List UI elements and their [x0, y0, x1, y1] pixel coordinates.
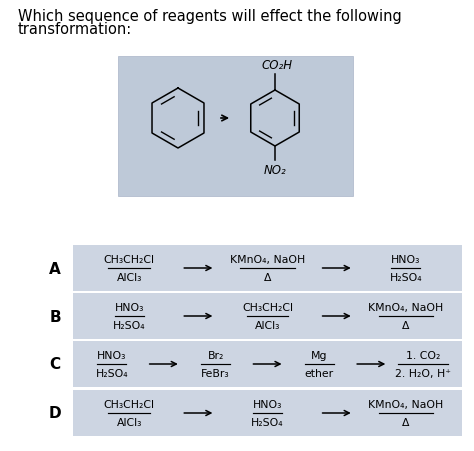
Text: Δ: Δ	[264, 272, 271, 282]
Bar	[73, 390, 462, 436]
Text: 1. CO₂: 1. CO₂	[406, 350, 440, 360]
Text: Br₂: Br₂	[208, 350, 224, 360]
Bar	[73, 293, 462, 339]
Text: CH₃CH₂Cl: CH₃CH₂Cl	[104, 254, 155, 264]
Text: transformation:: transformation:	[18, 22, 132, 37]
Text: AlCl₃: AlCl₃	[117, 272, 142, 282]
Text: ether: ether	[305, 368, 334, 378]
Bar	[73, 245, 462, 291]
Text: HNO₃: HNO₃	[391, 254, 420, 264]
Text: Δ: Δ	[402, 320, 410, 330]
Text: KMnO₄, NaOH: KMnO₄, NaOH	[230, 254, 305, 264]
Text: CH₃CH₂Cl: CH₃CH₂Cl	[242, 302, 293, 312]
Text: H₂SO₄: H₂SO₄	[390, 272, 422, 282]
Text: Which sequence of reagents will effect the following: Which sequence of reagents will effect t…	[18, 9, 402, 24]
Text: H₂SO₄: H₂SO₄	[113, 320, 146, 330]
Text: B: B	[49, 309, 61, 324]
Text: H₂SO₄: H₂SO₄	[96, 368, 128, 378]
Text: HNO₃: HNO₃	[97, 350, 127, 360]
Text: Δ: Δ	[402, 417, 410, 427]
Text: AlCl₃: AlCl₃	[117, 417, 142, 427]
Text: HNO₃: HNO₃	[253, 399, 282, 409]
Bar	[73, 341, 462, 387]
Text: CO₂H: CO₂H	[262, 59, 292, 72]
Text: 2. H₂O, H⁺: 2. H₂O, H⁺	[395, 368, 451, 378]
Text: AlCl₃: AlCl₃	[255, 320, 280, 330]
Text: KMnO₄, NaOH: KMnO₄, NaOH	[368, 302, 444, 312]
Text: NO₂: NO₂	[264, 164, 286, 177]
Text: HNO₃: HNO₃	[115, 302, 144, 312]
Text: Mg: Mg	[311, 350, 328, 360]
Text: D: D	[49, 405, 61, 421]
Text: KMnO₄, NaOH: KMnO₄, NaOH	[368, 399, 444, 409]
Text: A: A	[49, 261, 61, 276]
Text: CH₃CH₂Cl: CH₃CH₂Cl	[104, 399, 155, 409]
Text: FeBr₃: FeBr₃	[201, 368, 230, 378]
Text: C: C	[49, 357, 61, 372]
Text: H₂SO₄: H₂SO₄	[251, 417, 284, 427]
Bar	[118, 57, 353, 197]
